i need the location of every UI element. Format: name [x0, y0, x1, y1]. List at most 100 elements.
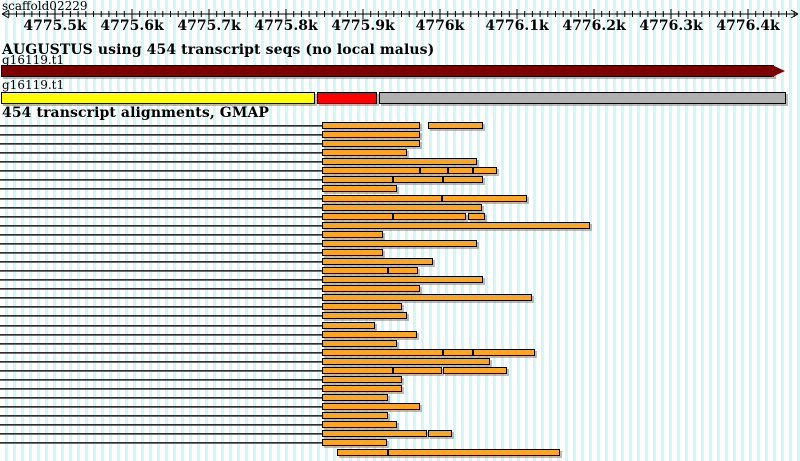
alignment-segment[interactable] — [322, 213, 393, 220]
alignment-connector-line — [0, 433, 322, 436]
alignment-segment[interactable] — [322, 204, 482, 211]
alignment-segment[interactable] — [322, 294, 532, 301]
alignment-segment[interactable] — [448, 167, 473, 174]
alignment-segment[interactable] — [322, 131, 420, 138]
alignment-segment[interactable] — [468, 213, 485, 220]
alignment-connector-line — [0, 161, 322, 164]
alignment-segment[interactable] — [322, 240, 477, 247]
coordinate-ruler[interactable] — [0, 7, 800, 21]
ruler-coordinate-label: 4775.5k — [23, 18, 87, 34]
alignment-segment[interactable] — [322, 403, 420, 410]
alignment-segment[interactable] — [393, 176, 443, 183]
alignment-connector-line — [0, 442, 322, 445]
augustus-track-heading: AUGUSTUS using 454 transcript seqs (no l… — [2, 42, 435, 58]
alignment-segment[interactable] — [322, 249, 383, 256]
alignment-connector-line — [0, 424, 322, 427]
alignment-segment[interactable] — [337, 449, 388, 456]
alignment-segment[interactable] — [322, 167, 420, 174]
alignment-segment[interactable] — [322, 276, 483, 283]
alignment-segment[interactable] — [322, 231, 383, 238]
ruler-coordinate-label: 4776.1k — [485, 18, 549, 34]
alignment-segment[interactable] — [322, 176, 393, 183]
alignment-segment[interactable] — [393, 213, 466, 220]
alignment-segment[interactable] — [322, 340, 397, 347]
alignment-segment[interactable] — [322, 358, 490, 365]
alignment-segment[interactable] — [428, 122, 483, 129]
alignment-segment[interactable] — [322, 376, 402, 383]
gene-model-arrowhead-icon[interactable] — [772, 65, 785, 77]
scaffold-name-label: scaffold02229 — [2, 0, 88, 13]
alignment-segment[interactable] — [388, 449, 560, 456]
alignment-segment[interactable] — [322, 312, 407, 319]
transcript-utr-exon[interactable] — [379, 92, 786, 104]
alignment-segment[interactable] — [322, 303, 402, 310]
alignment-segment[interactable] — [322, 322, 375, 329]
alignment-segment[interactable] — [322, 285, 420, 292]
alignment-segment[interactable] — [322, 149, 407, 156]
alignment-segment[interactable] — [322, 195, 442, 202]
alignment-connector-line — [0, 324, 322, 327]
alignment-segment[interactable] — [443, 176, 483, 183]
alignment-segment[interactable] — [393, 367, 442, 374]
ruler-coordinate-label: 4775.9k — [331, 18, 395, 34]
alignment-connector-line — [0, 288, 322, 291]
alignment-segment[interactable] — [322, 258, 433, 265]
alignment-segment[interactable] — [322, 439, 387, 446]
alignment-segment[interactable] — [388, 267, 418, 274]
alignment-segment[interactable] — [322, 158, 477, 165]
alignment-connector-line — [0, 406, 322, 409]
alignment-connector-line — [0, 415, 322, 418]
alignment-connector-line — [0, 125, 322, 127]
alignment-connector-line — [0, 215, 322, 218]
alignment-connector-line — [0, 279, 322, 282]
alignment-segment[interactable] — [322, 331, 417, 338]
alignment-segment[interactable] — [473, 167, 497, 174]
alignment-connector-line — [0, 306, 322, 309]
alignment-connector-line — [0, 297, 322, 300]
alignment-connector-line — [0, 134, 322, 137]
alignment-segment[interactable] — [322, 122, 420, 129]
gmap-track-heading: 454 transcript alignments, GMAP — [2, 105, 270, 121]
alignment-connector-line — [0, 179, 322, 182]
alignment-connector-line — [0, 333, 322, 336]
alignment-segment[interactable] — [428, 430, 452, 437]
alignment-connector-line — [0, 388, 322, 391]
alignment-segment[interactable] — [443, 349, 473, 356]
transcript-cds-exon[interactable] — [317, 92, 377, 104]
alignment-segment[interactable] — [322, 421, 397, 428]
alignment-connector-line — [0, 397, 322, 400]
alignment-connector-line — [0, 261, 322, 264]
ruler-mark — [1, 13, 10, 19]
alignment-segment[interactable] — [322, 430, 427, 437]
ruler-coordinate-label: 4776.4k — [716, 18, 780, 34]
gene-model-label: g16119.t1 — [2, 53, 65, 67]
alignment-segment[interactable] — [442, 195, 527, 202]
alignment-connector-line — [0, 170, 322, 173]
alignment-segment[interactable] — [322, 385, 402, 392]
alignment-segment[interactable] — [322, 222, 590, 229]
gene-model-glyph[interactable] — [1, 65, 774, 77]
alignment-segment[interactable] — [322, 349, 443, 356]
alignment-connector-line — [0, 143, 322, 146]
alignment-segment[interactable] — [443, 367, 507, 374]
alignment-connector-line — [0, 351, 322, 354]
ruler-coordinate-label: 4776.3k — [639, 18, 703, 34]
transcript-utr-exon[interactable] — [1, 92, 315, 104]
alignment-segment[interactable] — [473, 349, 535, 356]
ruler-coordinate-label: 4776k — [415, 18, 465, 34]
alignment-segment[interactable] — [420, 167, 448, 174]
alignment-segment[interactable] — [322, 140, 420, 147]
alignment-segment[interactable] — [322, 367, 393, 374]
alignment-segment[interactable] — [322, 185, 397, 192]
alignment-connector-line — [0, 242, 322, 245]
ruler-coordinate-label: 4775.8k — [254, 18, 318, 34]
alignment-connector-line — [0, 342, 322, 345]
alignment-connector-line — [0, 369, 322, 372]
alignment-segment[interactable] — [322, 267, 388, 274]
alignment-connector-line — [0, 188, 322, 191]
alignment-connector-line — [0, 270, 322, 273]
alignment-connector-line — [0, 224, 322, 227]
alignment-connector-line — [0, 360, 322, 363]
alignment-segment[interactable] — [322, 412, 388, 419]
alignment-segment[interactable] — [322, 394, 388, 401]
